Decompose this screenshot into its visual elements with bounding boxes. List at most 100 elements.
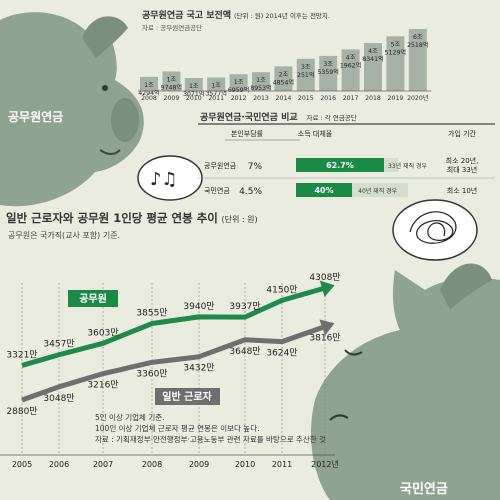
line-arrow-1	[319, 319, 335, 336]
legend-label-gen: 일반 근로자	[162, 390, 212, 403]
replacement-bar-0	[296, 158, 384, 172]
line-label-1-0: 2880만	[6, 406, 37, 417]
line-chart-unit: (단위 : 원)	[221, 215, 258, 224]
bar-label-bottom-0: 4294억	[138, 89, 159, 97]
line-label-1-3: 3360만	[136, 368, 167, 379]
replacement-bar-rest-1	[352, 183, 408, 197]
bottom-pig-eye	[344, 349, 363, 356]
bar-label-bottom-2: 3071억	[183, 90, 204, 98]
replacement-bar-1	[296, 183, 353, 197]
bar-2020년	[408, 29, 427, 91]
line-arrow-0	[319, 280, 335, 297]
line-label-1-4: 3432만	[183, 363, 214, 374]
bottom-pig-label: 국민연금	[400, 482, 448, 497]
line-label-0-1: 3457만	[43, 339, 74, 350]
bar-2016	[319, 55, 338, 91]
bar-chart-title-text: 공무원연금 국고 보전액	[142, 11, 232, 21]
bar-chart-title: 공무원연금 국고 보전액 (단위 : 원) 2014년 이후는 전망치.	[142, 8, 330, 21]
compare-title: 공무원연금·국민연금 비교 자료 : 각 연금공단	[200, 110, 357, 123]
bar-xtick-1: 2009	[164, 95, 180, 102]
table-row-name-0: 공무원연금	[204, 161, 237, 170]
line-chart-subtitle: 공무원은 국가직(교사 포함) 기준.	[8, 231, 121, 240]
bar-label-bottom-4: 6959억	[228, 86, 249, 94]
bar-xtick-7: 2015	[298, 95, 314, 102]
bottom-pig-illustration	[310, 263, 500, 500]
bar-2012	[229, 74, 248, 91]
replacement-note-1: 40년 재직 경우	[358, 187, 398, 195]
footnote-1: 5인 이상 기업체 기준.	[95, 413, 165, 422]
bottom-pig-ear	[440, 263, 492, 310]
bar-xtick-3: 2011	[208, 95, 224, 102]
legend-label-gov: 공무원	[79, 292, 107, 305]
line-xtick-5: 2010	[235, 460, 255, 469]
bar-label-top-1: 1조	[167, 76, 177, 83]
line-label-1-2: 3216만	[87, 380, 118, 391]
line-label-0-7: 4308만	[309, 272, 340, 283]
replacement-note-0: 33년 재직 경우	[388, 162, 428, 170]
line-label-1-6: 3624만	[266, 348, 297, 359]
line-chart-title-text: 일반 근로자와 공무원 1인당 평균 연봉 추이	[6, 211, 218, 225]
table-header-2: 가입 기간	[448, 129, 477, 138]
line-label-0-2: 3603만	[87, 327, 118, 338]
legend-box-gen	[155, 388, 220, 405]
top-pig-snout	[111, 98, 139, 142]
table-row-contribution-0: 7%	[248, 162, 263, 172]
bar-label-bottom-10: 8341억	[362, 55, 383, 63]
bar-label-bottom-1: 9748억	[161, 83, 182, 91]
bar-label-bottom-8: 5359억	[317, 68, 338, 76]
compare-source: 자료 : 각 연금공단	[306, 114, 357, 122]
bar-xtick-10: 2018	[365, 95, 381, 102]
bar-2017	[341, 49, 360, 91]
bar-2011	[207, 77, 226, 91]
bottom-pig-body	[310, 270, 500, 500]
bar-label-top-12: 6조	[413, 34, 423, 41]
bar-2018	[364, 43, 382, 91]
top-pig-eye	[102, 85, 108, 91]
line-label-0-3: 3855만	[136, 308, 167, 319]
bar-chart-unit-note: (단위 : 원) 2014년 이후는 전망치.	[233, 12, 330, 20]
line-chart-title: 일반 근로자와 공무원 1인당 평균 연봉 추이 (단위 : 원)	[6, 210, 258, 226]
bar-xtick-2: 2010	[186, 95, 202, 102]
table-period-1-0: 최소 10년	[447, 186, 477, 195]
compare-title-text: 공무원연금·국민연금 비교	[200, 113, 298, 123]
line-series-1	[21, 324, 326, 403]
bar-xtick-11: 2019	[388, 95, 404, 102]
bar-label-bottom-7: 251억	[297, 71, 315, 79]
line-chart-footnotes: 5인 이상 기업체 기준. 100인 이상 기업체 근로자 평균 연봉은 이보다…	[95, 412, 326, 445]
music-notes-icon: ♪♫	[150, 169, 178, 190]
bar-label-top-5: 1조	[256, 77, 266, 84]
bar-label-top-4: 1조	[234, 79, 244, 86]
line-xtick-7: 2012년	[311, 459, 339, 469]
line-xtick-6: 2011	[272, 460, 292, 469]
top-pig-mouth	[99, 149, 121, 155]
line-label-1-5: 3648만	[229, 346, 260, 357]
line-label-1-1: 3048만	[43, 393, 74, 404]
bar-xtick-6: 2014	[276, 95, 292, 102]
bar-label-top-2: 1조	[189, 83, 199, 90]
bar-xtick-8: 2016	[320, 95, 336, 102]
bar-2013	[252, 72, 270, 91]
bar-label-bottom-3: 3577억	[205, 90, 226, 98]
bar-label-top-11: 5조	[391, 41, 401, 48]
top-pig-illustration	[0, 12, 144, 207]
legend-box-gov	[68, 290, 118, 307]
bar-label-bottom-11: 5129억	[385, 48, 406, 56]
line-label-1-7: 3816만	[309, 333, 340, 344]
footnote-2: 100인 이상 기업체 근로자 평균 연봉은 이보다 높다.	[95, 424, 260, 433]
replacement-bar-rest-0	[384, 158, 398, 172]
table-row-name-1: 국민연금	[204, 186, 230, 195]
table-header-0: 본인부담률	[231, 129, 264, 138]
line-xtick-3: 2008	[142, 460, 162, 469]
line-label-0-0: 3321만	[6, 349, 37, 360]
top-pig-label: 공무원연금	[8, 110, 64, 124]
bar-label-top-3: 1조	[211, 83, 221, 90]
bar-label-top-8: 3조	[323, 61, 333, 68]
scribble-speech-bubble	[392, 199, 478, 261]
bar-label-top-9: 4조	[346, 54, 356, 61]
bar-2010	[184, 78, 203, 91]
bar-label-top-0: 1조	[144, 82, 154, 89]
